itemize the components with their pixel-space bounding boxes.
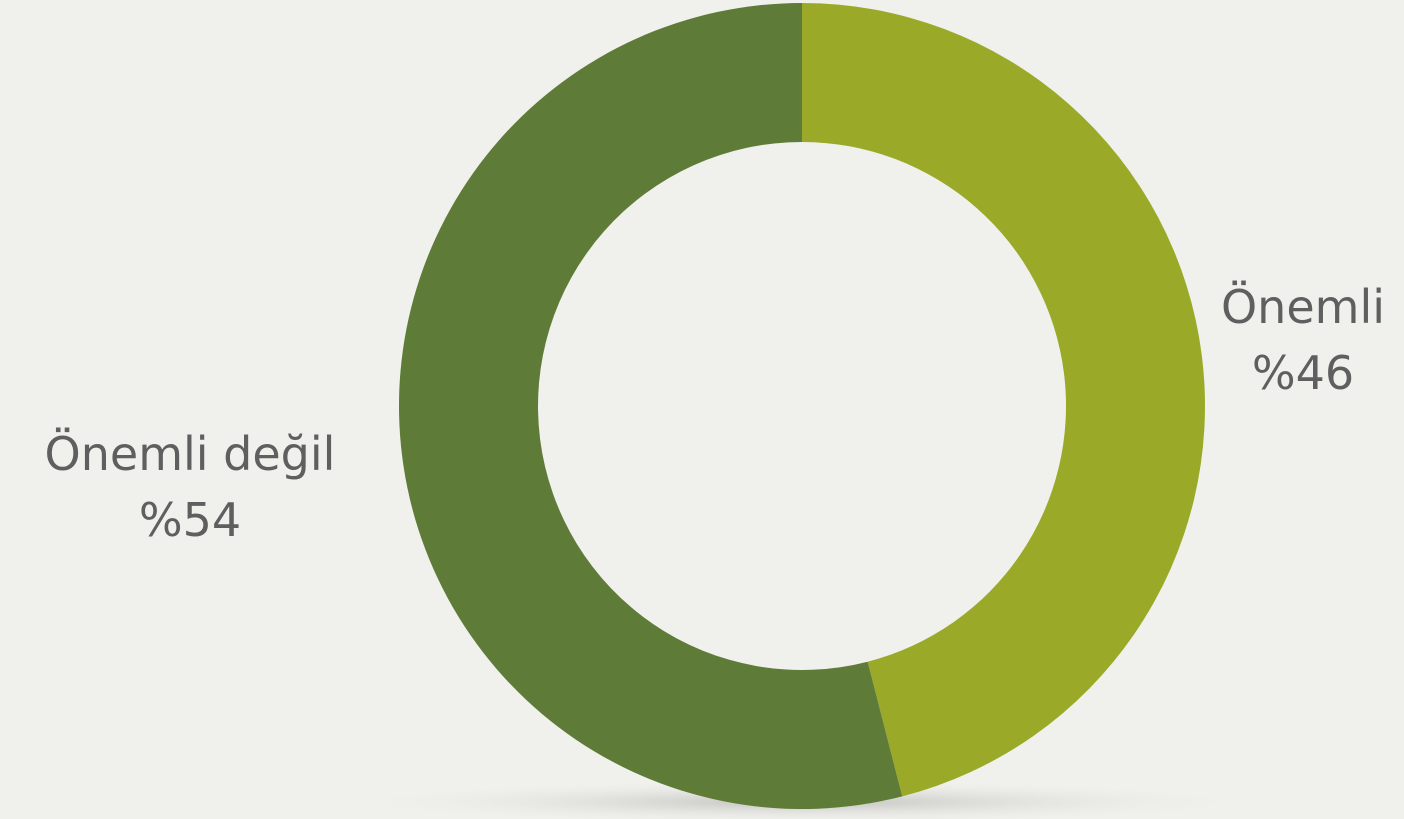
slice-name-onemli: Önemli — [1220, 280, 1386, 334]
slices-group — [398, 3, 1205, 809]
slice-name-onemli-degil: Önemli değil — [44, 427, 336, 481]
slice-label-onemli-degil: Önemli değil %54 — [15, 421, 365, 553]
slice-onemli — [802, 3, 1205, 797]
slice-value-onemli-degil: %54 — [138, 493, 242, 547]
slice-value-onemli: %46 — [1251, 346, 1355, 400]
slice-label-onemli: Önemli %46 — [1198, 274, 1404, 406]
slice-onemli-degil — [398, 3, 903, 809]
